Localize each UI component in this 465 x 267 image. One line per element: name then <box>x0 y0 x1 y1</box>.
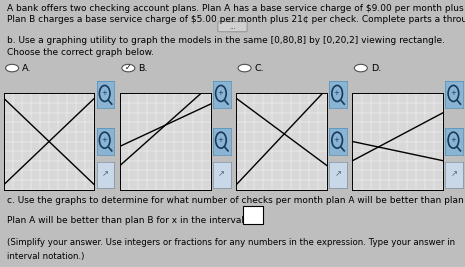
Text: c. Use the graphs to determine for what number of checks per month plan A will b: c. Use the graphs to determine for what … <box>7 196 465 205</box>
Text: +: + <box>218 137 223 143</box>
Text: +: + <box>450 91 456 96</box>
Text: +: + <box>334 91 339 96</box>
Text: (Simplify your answer. Use integers or fractions for any numbers in the expressi: (Simplify your answer. Use integers or f… <box>7 238 455 247</box>
Text: +: + <box>101 137 107 143</box>
Circle shape <box>354 64 367 72</box>
Text: b. Use a graphing utility to graph the models in the same [0,80,8] by [0,20,2] v: b. Use a graphing utility to graph the m… <box>7 36 445 45</box>
Text: ↗: ↗ <box>218 169 226 178</box>
Text: A bank offers two checking account plans. Plan A has a base service charge of $9: A bank offers two checking account plans… <box>7 4 465 13</box>
Text: interval notation.): interval notation.) <box>7 252 84 261</box>
Text: +: + <box>218 91 223 96</box>
Circle shape <box>238 64 251 72</box>
Text: Plan A will be better than plan B for x in the interval: Plan A will be better than plan B for x … <box>7 216 244 225</box>
Text: ↗: ↗ <box>102 169 109 178</box>
Text: D.: D. <box>371 64 381 73</box>
Text: ...: ... <box>229 24 236 30</box>
Text: +: + <box>101 91 107 96</box>
Text: Choose the correct graph below.: Choose the correct graph below. <box>7 48 154 57</box>
Circle shape <box>6 64 19 72</box>
Text: +: + <box>334 137 339 143</box>
FancyBboxPatch shape <box>243 206 263 224</box>
Circle shape <box>122 64 135 72</box>
Text: ✓: ✓ <box>125 63 132 72</box>
Text: B.: B. <box>139 64 148 73</box>
Text: ↗: ↗ <box>451 169 458 178</box>
Text: +: + <box>450 137 456 143</box>
Text: ↗: ↗ <box>334 169 342 178</box>
Text: A.: A. <box>22 64 32 73</box>
Text: C.: C. <box>255 64 265 73</box>
FancyBboxPatch shape <box>218 22 247 32</box>
Text: Plan B charges a base service charge of $5.00 per month plus 21¢ per check. Comp: Plan B charges a base service charge of … <box>7 15 465 24</box>
